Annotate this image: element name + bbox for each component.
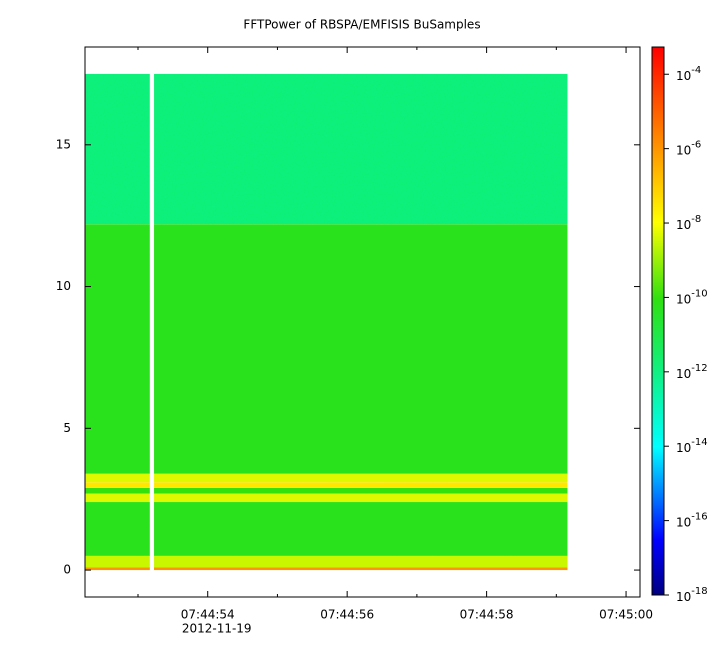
y-tick-label: 15 xyxy=(56,137,71,151)
plot-frame xyxy=(84,46,641,598)
colorbar-tick-base: 10 xyxy=(676,590,691,604)
spectrogram-cell xyxy=(85,555,150,568)
colorbar-tick-base: 10 xyxy=(676,143,691,157)
colorbar-tick-exponent: -8 xyxy=(691,214,701,225)
colorbar-tick-base: 10 xyxy=(676,441,691,455)
spectrogram-cell xyxy=(154,473,568,483)
spectrogram-cell xyxy=(85,473,150,483)
colorbar-tick-label: 10-12 xyxy=(676,363,708,381)
colorbar-tick-exponent: -14 xyxy=(691,437,707,448)
spectrogram-cell xyxy=(154,224,568,474)
spectrogram-cell xyxy=(85,482,150,488)
y-tick-label: 5 xyxy=(63,421,71,435)
spectrogram-cell xyxy=(154,502,568,556)
spectrogram-cell xyxy=(154,567,568,571)
spectrogram-cell xyxy=(154,487,568,494)
x-tick-label: 07:44:54 xyxy=(181,608,235,622)
colorbar-tick-exponent: -18 xyxy=(691,586,707,597)
colorbar-tick-label: 10-6 xyxy=(676,140,701,158)
spectrogram-cell xyxy=(85,224,150,474)
colorbar-tick-label: 10-16 xyxy=(676,512,708,530)
spectrogram-cell xyxy=(85,567,150,571)
colorbar xyxy=(651,46,665,596)
colorbar-tick-exponent: -12 xyxy=(691,363,707,374)
spectrogram-cell xyxy=(154,555,568,568)
colorbar-tick-base: 10 xyxy=(676,69,691,83)
y-tick-label: 0 xyxy=(63,563,71,577)
colorbar-tick-label: 10-10 xyxy=(676,288,708,306)
colorbar-tick-label: 10-18 xyxy=(676,586,708,604)
colorbar-tick-label: 10-4 xyxy=(676,65,701,83)
spectrogram-cell xyxy=(154,73,568,225)
spectrogram-cell xyxy=(154,493,568,503)
spectrogram-cell xyxy=(85,493,150,503)
spectrogram-cell xyxy=(85,502,150,556)
colorbar-tick-base: 10 xyxy=(676,366,691,380)
colorbar-tick-exponent: -6 xyxy=(691,140,701,151)
colorbar-tick-label: 10-8 xyxy=(676,214,701,232)
x-tick-label: 07:44:56 xyxy=(320,608,374,622)
colorbar-tick-exponent: -16 xyxy=(691,512,707,523)
spectrogram-cell xyxy=(154,482,568,488)
colorbar-tick-exponent: -4 xyxy=(691,65,701,76)
spectrogram-cell xyxy=(85,487,150,494)
chart-title: FFTPower of RBSPA/EMFISIS BuSamples xyxy=(243,18,480,32)
colorbar-tick-exponent: -10 xyxy=(691,288,707,299)
colorbar-tick-base: 10 xyxy=(676,218,691,232)
x-tick-label: 07:44:58 xyxy=(460,608,514,622)
y-tick-label: 10 xyxy=(56,279,71,293)
x-tick-label: 07:45:00 xyxy=(599,608,653,622)
x-date-label: 2012-11-19 xyxy=(182,622,252,636)
colorbar-tick-base: 10 xyxy=(676,292,691,306)
spectrogram xyxy=(85,73,568,571)
colorbar-tick-label: 10-14 xyxy=(676,437,708,455)
spectrogram-cell xyxy=(85,73,150,225)
colorbar-tick-base: 10 xyxy=(676,515,691,529)
